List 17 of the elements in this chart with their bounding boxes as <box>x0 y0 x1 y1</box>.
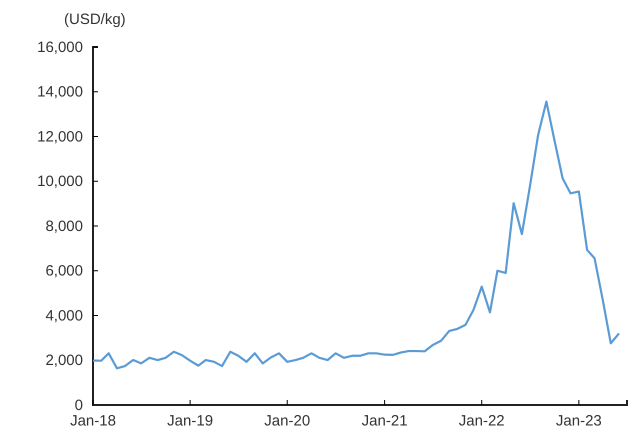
y-tick-label: 4,000 <box>45 307 83 324</box>
x-tick-label: Jan-18 <box>70 412 116 430</box>
y-tick-label: 16,000 <box>37 38 83 56</box>
y-tick-label: 12,000 <box>37 128 83 146</box>
y-tick-label: 8,000 <box>45 218 83 235</box>
y-tick-label: 6,000 <box>45 262 83 280</box>
y-tick-label: 10,000 <box>37 173 83 190</box>
line-series <box>92 100 620 370</box>
x-tick-label: Jan-20 <box>264 412 310 430</box>
x-tick-label: Jan-19 <box>167 412 214 430</box>
x-tick-label: Jan-21 <box>362 412 408 430</box>
y-axis-title: (USD/kg) <box>64 11 126 28</box>
y-tick-label: 14,000 <box>37 84 83 101</box>
x-tick-label: Jan-22 <box>458 412 505 430</box>
y-tick-label: 2,000 <box>45 352 83 370</box>
y-tick-label: 0 <box>74 396 83 414</box>
x-tick-label: Jan-23 <box>556 412 602 430</box>
